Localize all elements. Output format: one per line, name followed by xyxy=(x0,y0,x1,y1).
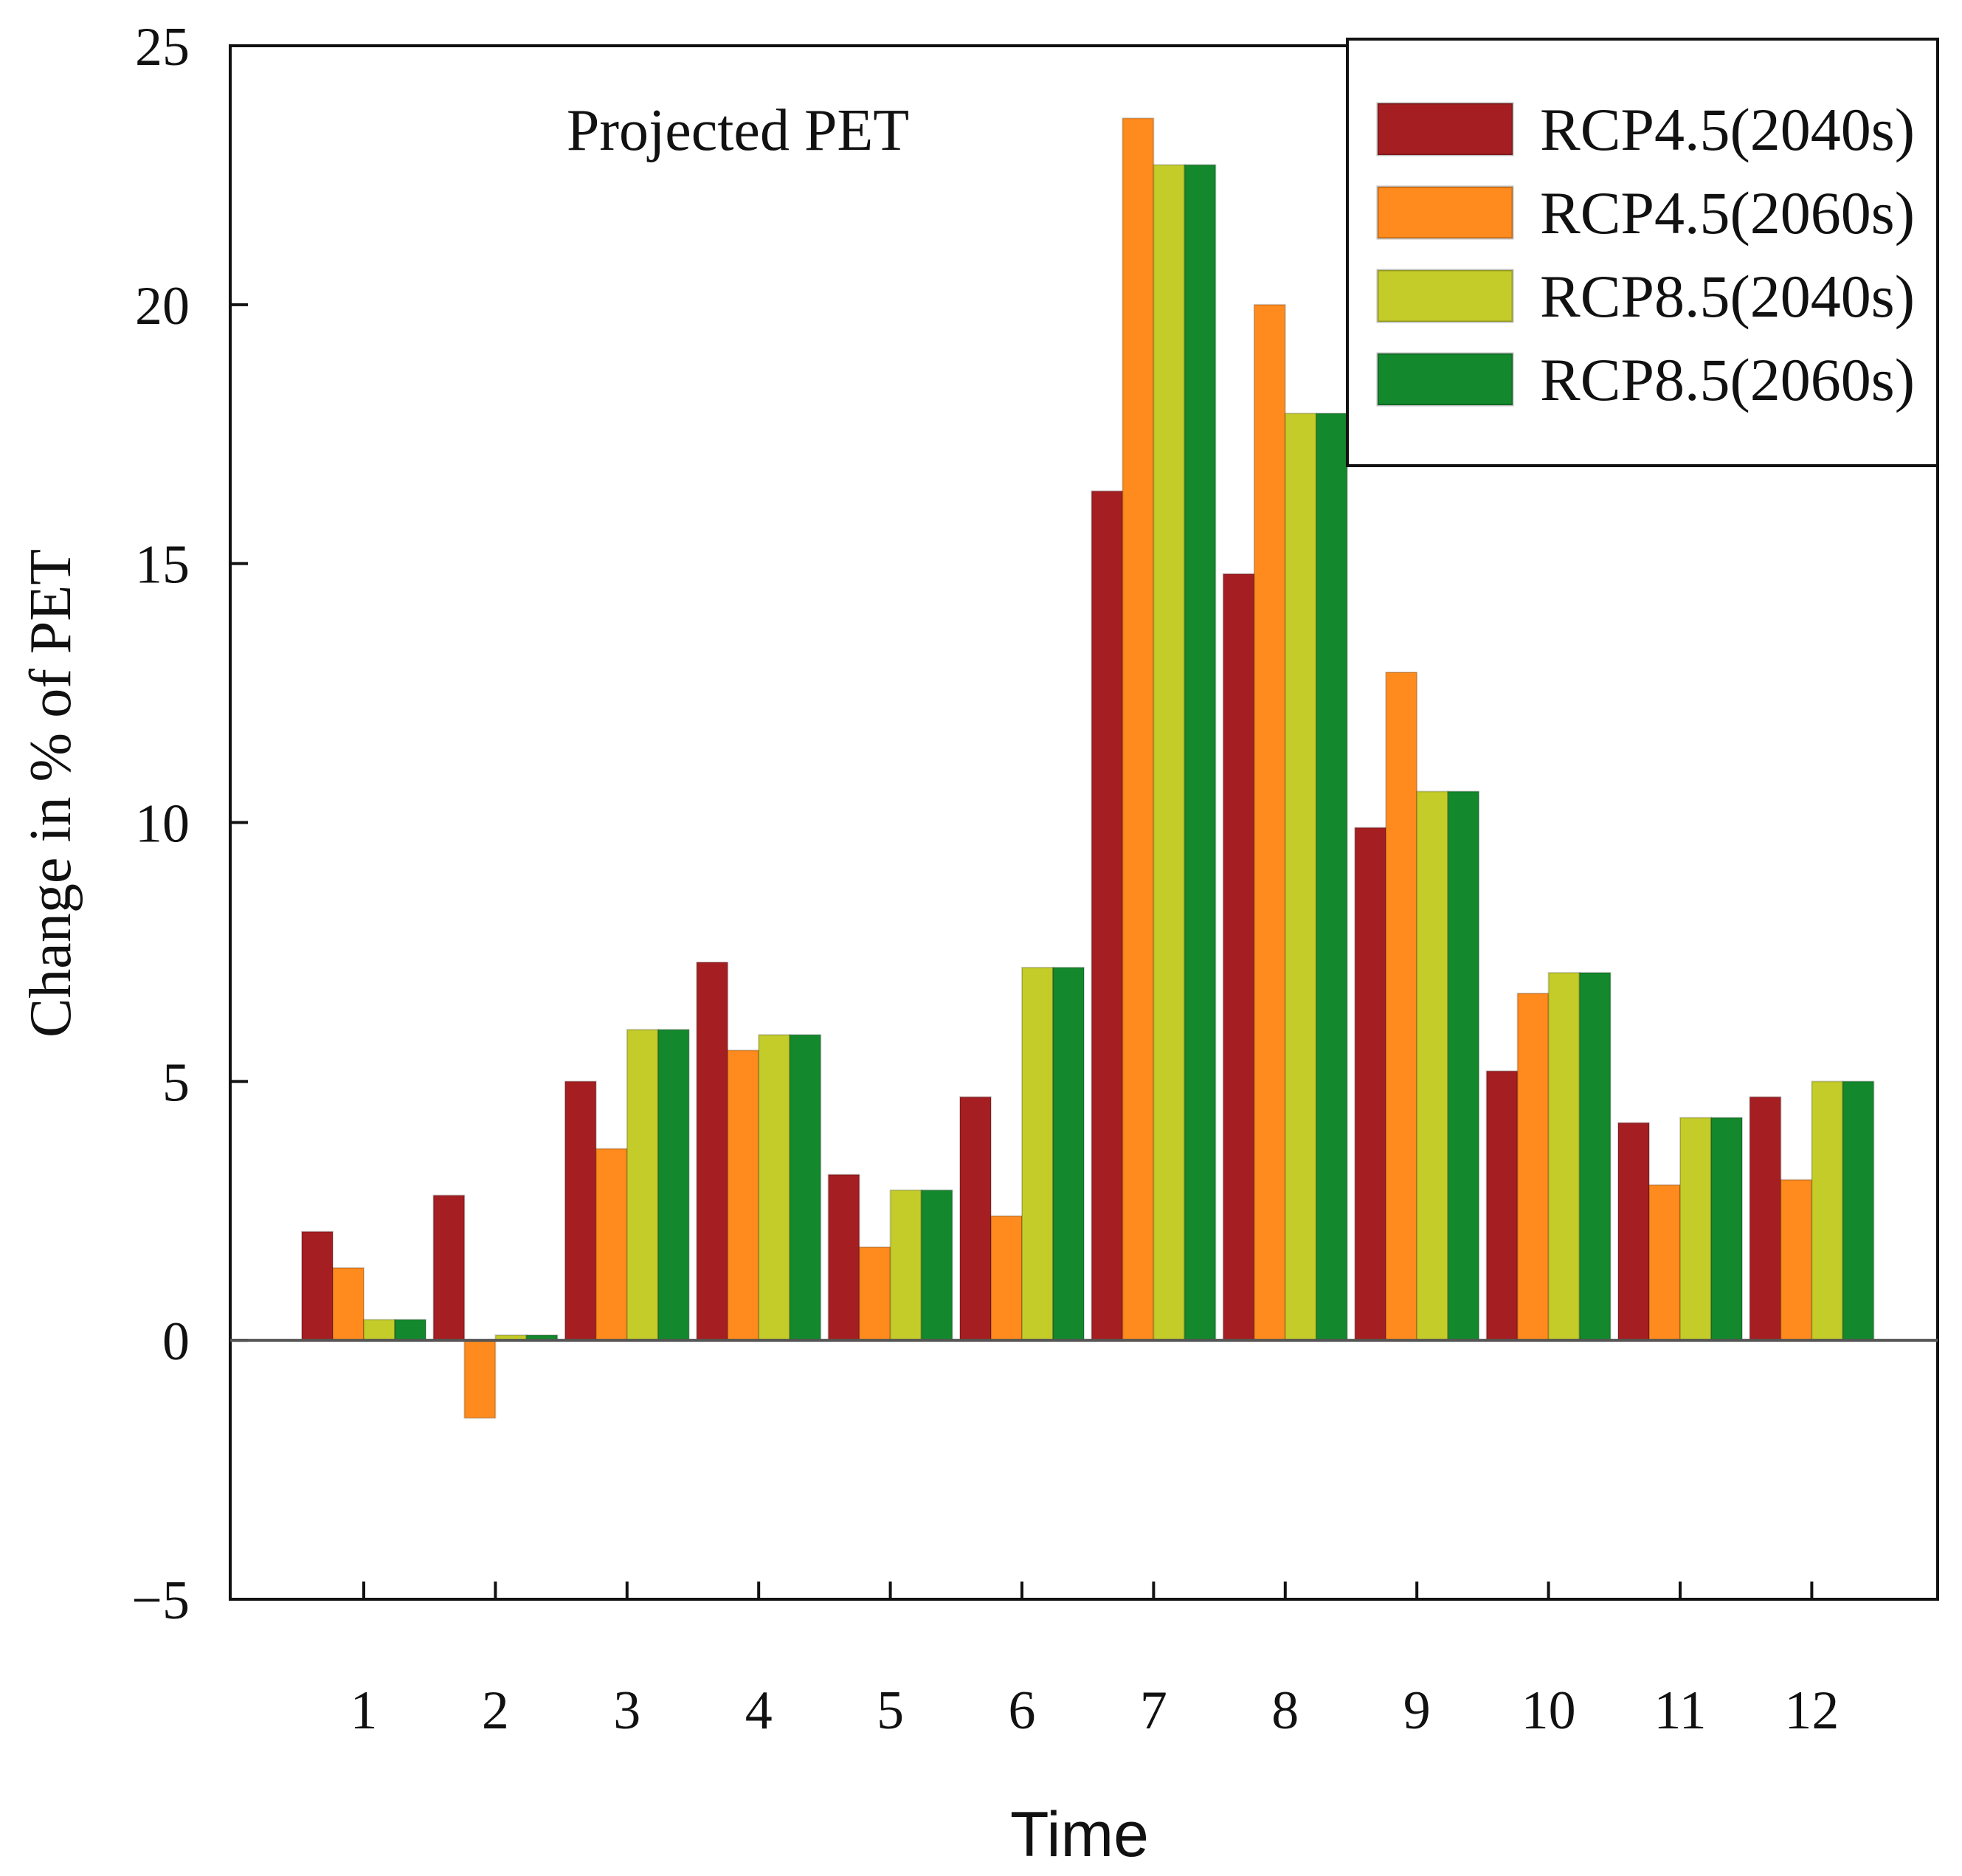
x-tick-label: 9 xyxy=(1403,1680,1431,1741)
bar-month-4-series-3 xyxy=(758,1034,791,1342)
x-tick-label: 1 xyxy=(350,1680,378,1741)
bar-month-5-series-3 xyxy=(889,1189,922,1342)
bar-month-2-series-2 xyxy=(463,1339,497,1419)
x-tick-label: 3 xyxy=(613,1680,640,1741)
bar-month-6-series-4 xyxy=(1052,966,1085,1342)
y-tick-label: 5 xyxy=(162,1052,190,1113)
bar-month-6-series-1 xyxy=(959,1096,992,1342)
bar-month-11-series-4 xyxy=(1710,1117,1743,1342)
y-tick-label: 25 xyxy=(135,17,190,77)
y-tick-label: 0 xyxy=(162,1311,190,1372)
x-tick-label: 2 xyxy=(482,1680,509,1741)
bar-month-8-series-1 xyxy=(1222,573,1255,1342)
bar-month-9-series-1 xyxy=(1354,827,1387,1342)
bar-month-5-series-2 xyxy=(858,1246,891,1342)
x-axis: 1 2 3 4 5 6 7 8 9 10 11 12 xyxy=(350,1582,1839,1741)
bar-month-12-series-1 xyxy=(1749,1096,1782,1342)
legend: RCP4.5(2040s) RCP4.5(2060s) RCP8.5(2040s) R… xyxy=(1346,38,1939,467)
bar-month-7-series-4 xyxy=(1184,164,1217,1342)
legend-label-series-4: RCP8.5(2060s) xyxy=(1540,346,1915,413)
chart-title: Projected PET xyxy=(567,98,909,163)
bar-month-4-series-1 xyxy=(696,961,729,1342)
legend-label-series-2: RCP4.5(2060s) xyxy=(1540,179,1915,246)
bar-month-11-series-3 xyxy=(1679,1117,1712,1342)
bar-month-8-series-3 xyxy=(1284,413,1317,1342)
x-tick-label: 4 xyxy=(745,1680,773,1741)
bar-month-4-series-2 xyxy=(727,1049,760,1342)
bar-month-4-series-4 xyxy=(789,1034,822,1342)
bar-month-12-series-3 xyxy=(1811,1080,1844,1342)
y-tick-label: −5 xyxy=(131,1570,190,1631)
x-tick-label: 11 xyxy=(1654,1680,1706,1741)
bar-month-5-series-4 xyxy=(920,1189,953,1342)
bar-month-7-series-1 xyxy=(1091,490,1124,1342)
bar-month-9-series-2 xyxy=(1385,672,1418,1342)
legend-swatch-series-4 xyxy=(1376,352,1514,407)
y-tick-label: 10 xyxy=(135,794,190,855)
x-tick-label: 10 xyxy=(1521,1680,1576,1741)
x-tick-label: 12 xyxy=(1784,1680,1839,1741)
legend-swatch-series-2 xyxy=(1376,185,1514,240)
bar-month-8-series-4 xyxy=(1315,413,1348,1342)
bar-month-6-series-2 xyxy=(990,1215,1023,1342)
legend-label-series-1: RCP4.5(2040s) xyxy=(1540,96,1915,163)
bar-month-12-series-2 xyxy=(1780,1179,1813,1342)
y-axis-label: Change in % of PET xyxy=(18,549,83,1038)
bar-month-9-series-4 xyxy=(1447,790,1480,1342)
bar-month-1-series-1 xyxy=(301,1230,334,1342)
bar-month-10-series-2 xyxy=(1516,993,1550,1342)
x-axis-label: Time xyxy=(1010,1799,1149,1870)
y-tick-label: 20 xyxy=(135,276,190,337)
x-tick-label: 8 xyxy=(1271,1680,1299,1741)
x-tick-label: 6 xyxy=(1009,1680,1036,1741)
bar-month-1-series-3 xyxy=(363,1319,395,1342)
bar-month-8-series-2 xyxy=(1253,303,1286,1342)
bar-month-1-series-4 xyxy=(394,1319,426,1342)
bar-month-10-series-1 xyxy=(1485,1070,1519,1342)
bars-group xyxy=(301,117,1875,1419)
bar-month-3-series-4 xyxy=(657,1029,690,1342)
legend-swatch-series-3 xyxy=(1376,269,1514,323)
bar-month-5-series-1 xyxy=(827,1173,860,1342)
y-axis: 25 20 15 10 5 0 −5 xyxy=(131,17,248,1631)
bar-month-7-series-3 xyxy=(1153,164,1186,1342)
bar-month-11-series-1 xyxy=(1617,1122,1650,1342)
bar-month-10-series-3 xyxy=(1547,971,1581,1342)
bar-month-3-series-2 xyxy=(595,1148,628,1342)
x-tick-label: 5 xyxy=(877,1680,904,1741)
x-tick-label: 7 xyxy=(1140,1680,1167,1741)
bar-month-6-series-3 xyxy=(1021,966,1054,1342)
bar-month-11-series-2 xyxy=(1648,1184,1681,1342)
bar-month-10-series-4 xyxy=(1578,971,1612,1342)
bar-month-7-series-2 xyxy=(1122,117,1155,1342)
bar-month-9-series-3 xyxy=(1416,790,1449,1342)
bar-month-12-series-4 xyxy=(1842,1080,1875,1342)
bar-month-1-series-2 xyxy=(332,1266,365,1342)
bar-month-2-series-1 xyxy=(432,1194,466,1342)
bar-month-3-series-3 xyxy=(626,1029,659,1342)
legend-swatch-series-1 xyxy=(1376,102,1514,156)
legend-label-series-3: RCP8.5(2040s) xyxy=(1540,263,1915,330)
y-tick-label: 15 xyxy=(135,535,190,596)
bar-month-3-series-1 xyxy=(564,1080,597,1342)
